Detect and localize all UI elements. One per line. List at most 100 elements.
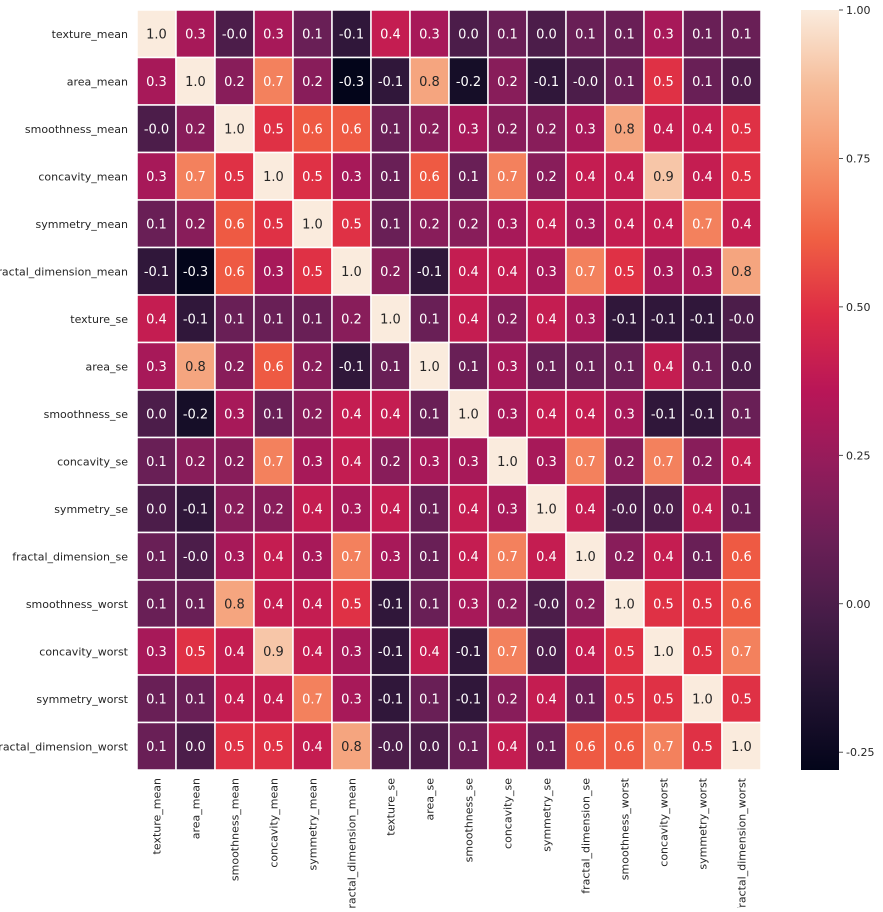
cell-annotation: 1.0 [458, 407, 479, 422]
cell-annotation: 0.5 [614, 645, 635, 660]
cell-annotation: 0.1 [458, 170, 479, 185]
cell-annotation: 0.7 [263, 75, 284, 90]
cell-annotation: 0.3 [302, 455, 323, 470]
heatmap-cell [175, 246, 216, 296]
cell-annotation: 0.7 [341, 550, 362, 565]
heatmap-cell [409, 151, 450, 201]
heatmap-cell [682, 531, 723, 581]
heatmap-cell [721, 721, 762, 771]
heatmap-cell [448, 341, 489, 391]
cell-annotation: 0.4 [263, 550, 284, 565]
heatmap-cell [136, 56, 177, 106]
cell-annotation: 0.5 [341, 597, 362, 612]
cell-annotation: 0.3 [497, 217, 518, 232]
cell-annotation: 0.7 [653, 740, 674, 755]
cell-annotation: -0.2 [456, 75, 481, 90]
cell-annotation: -0.1 [534, 75, 559, 90]
heatmap-cell [292, 436, 333, 486]
cell-annotation: 0.5 [653, 692, 674, 707]
cell-annotation: 0.3 [497, 407, 518, 422]
cell-annotation: 0.7 [302, 692, 323, 707]
heatmap-cell [604, 484, 645, 534]
cell-annotation: 0.2 [614, 550, 635, 565]
cell-annotation: 0.3 [341, 692, 362, 707]
x-tick-label: concavity_worst [658, 777, 671, 866]
heatmap-cell [214, 341, 255, 391]
heatmap-cell [721, 9, 762, 59]
cell-annotation: 0.3 [146, 170, 167, 185]
heatmap-cell [214, 294, 255, 344]
heatmap-cells: 1.0 0.3 -0.0 0.3 0.1 -0.1 0.4 0.3 0.0 0.1 0.0 0.1 0.… [136, 9, 762, 771]
cell-annotation: 0.4 [497, 265, 518, 280]
heatmap-cell [292, 531, 333, 581]
heatmap-cell [136, 436, 177, 486]
cell-annotation: 1.0 [653, 645, 674, 660]
cell-annotation: 0.2 [497, 597, 518, 612]
cell-annotation: 0.5 [341, 217, 362, 232]
cell-annotation: 0.3 [419, 27, 440, 42]
cell-annotation: 0.7 [263, 455, 284, 470]
colorbar-tick-label: 0.25 [846, 449, 871, 462]
cell-annotation: 0.4 [653, 550, 674, 565]
cell-annotation: 0.4 [497, 740, 518, 755]
cell-annotation: 0.5 [692, 740, 713, 755]
heatmap-cell [604, 56, 645, 106]
heatmap-cell [565, 674, 606, 724]
heatmap-cell [643, 626, 684, 676]
colorbar-ticks: 1.00 0.75 0.50 0.25 0.00 -0.25 [839, 4, 874, 759]
heatmap-cell [175, 199, 216, 249]
cell-annotation: 0.4 [458, 502, 479, 517]
cell-annotation: 0.5 [302, 170, 323, 185]
cell-annotation: 1.0 [263, 170, 284, 185]
cell-annotation: 0.2 [536, 122, 557, 137]
heatmap-cell [721, 579, 762, 629]
cell-annotation: 0.5 [224, 740, 245, 755]
cell-annotation: 0.0 [185, 740, 206, 755]
cell-annotation: 0.5 [263, 122, 284, 137]
cell-annotation: 0.0 [458, 27, 479, 42]
cell-annotation: -0.3 [183, 265, 208, 280]
heatmap-cell [643, 341, 684, 391]
heatmap-cell [214, 626, 255, 676]
cell-annotation: 0.6 [614, 740, 635, 755]
cell-annotation: 1.0 [731, 740, 752, 755]
cell-annotation: -0.0 [222, 27, 247, 42]
cell-annotation: 0.1 [263, 312, 284, 327]
heatmap-cell [448, 626, 489, 676]
cell-annotation: 0.3 [341, 502, 362, 517]
heatmap-cell [214, 579, 255, 629]
cell-annotation: 1.0 [341, 265, 362, 280]
cell-annotation: -0.1 [378, 692, 403, 707]
cell-annotation: 0.4 [653, 122, 674, 137]
cell-annotation: 0.2 [185, 455, 206, 470]
cell-annotation: 0.0 [146, 407, 167, 422]
cell-annotation: 0.1 [692, 360, 713, 375]
x-tick-label: area_se [424, 778, 437, 821]
x-tick-label: smoothness_worst [619, 777, 632, 880]
heatmap-cell [175, 721, 216, 771]
cell-annotation: -0.1 [378, 597, 403, 612]
heatmap-cell [292, 674, 333, 724]
cell-annotation: 0.3 [497, 360, 518, 375]
heatmap-cell [292, 199, 333, 249]
cell-annotation: 0.4 [536, 692, 557, 707]
cell-annotation: -0.1 [651, 312, 676, 327]
heatmap-cell [526, 531, 567, 581]
cell-annotation: 0.1 [146, 455, 167, 470]
cell-annotation: 0.3 [263, 265, 284, 280]
heatmap-cell [253, 579, 294, 629]
heatmap-cell [370, 151, 411, 201]
x-tick-label: symmetry_mean [307, 778, 320, 871]
heatmap-cell [370, 246, 411, 296]
heatmap-cell [214, 436, 255, 486]
y-tick-label: smoothness_worst [26, 598, 129, 611]
cell-annotation: 0.3 [380, 550, 401, 565]
cell-annotation: 0.5 [653, 597, 674, 612]
cell-annotation: 0.5 [731, 170, 752, 185]
heatmap-cell [487, 341, 528, 391]
cell-annotation: -0.1 [339, 360, 364, 375]
cell-annotation: 0.8 [614, 122, 635, 137]
cell-annotation: 0.4 [614, 217, 635, 232]
cell-annotation: 0.1 [263, 407, 284, 422]
heatmap-cell [604, 531, 645, 581]
